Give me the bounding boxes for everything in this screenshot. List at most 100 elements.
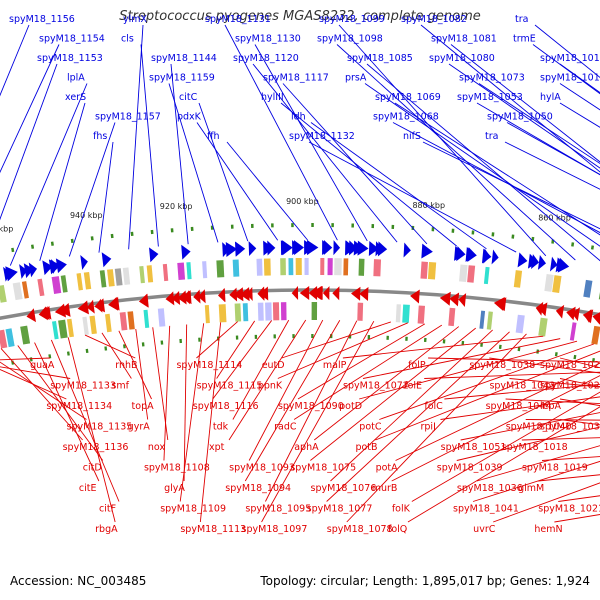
feature-layer [0, 240, 600, 349]
scale-tick [442, 339, 446, 344]
reverse-gene-arrow [239, 287, 250, 302]
forward-gene-arrow [307, 240, 316, 256]
forward-gene-arrow [549, 256, 558, 272]
scale-tick [30, 244, 35, 249]
cog-stripe [552, 275, 562, 293]
reverse-gene-label: glyA [164, 483, 185, 494]
cog-stripe [402, 304, 410, 323]
forward-leader-line [308, 141, 517, 253]
reverse-leader-line [244, 320, 341, 482]
forward-gene-label: prsA [345, 73, 367, 84]
scale-tick [254, 334, 258, 339]
cog-stripe [479, 310, 486, 329]
scale-tick [85, 348, 89, 354]
cog-stripe [483, 266, 490, 285]
scale-tick [141, 342, 145, 347]
reverse-gene-arrow [197, 289, 206, 304]
forward-leader-line [478, 83, 600, 165]
reverse-leader-line [17, 345, 104, 461]
reverse-gene-label: murB [372, 483, 398, 494]
reverse-gene-arrow [322, 286, 330, 301]
cog-stripe [99, 270, 107, 288]
reverse-gene-arrow [571, 307, 580, 322]
reverse-leader-line [0, 366, 71, 379]
forward-gene-arrow [5, 266, 18, 282]
cog-stripe [486, 311, 493, 330]
forward-gene-label: xerS [65, 92, 86, 103]
cog-stripe [107, 269, 115, 287]
reverse-leader-line [359, 340, 578, 400]
forward-gene-label: ylmX [123, 14, 148, 25]
reverse-gene-label: spyM18_1134 [46, 401, 112, 412]
cog-stripe [162, 263, 169, 282]
forward-gene-label: spyM18_1050 [487, 112, 553, 123]
reverse-leader-line [375, 350, 600, 441]
forward-gene-label: hylIII [261, 92, 284, 103]
reverse-gene-arrow [108, 296, 119, 311]
cog-stripe [583, 279, 593, 298]
scale-tick [423, 337, 427, 343]
reverse-gene-label: lepA [540, 401, 562, 412]
scale-tick [491, 232, 495, 237]
cog-stripe [459, 264, 468, 283]
reverse-gene-label: spyM18_1097 [242, 524, 308, 535]
cog-stripe [218, 304, 227, 323]
cog-stripe [122, 267, 131, 285]
forward-leader-line [198, 102, 249, 242]
reverse-gene-arrow [218, 288, 226, 303]
forward-gene-arrow [42, 260, 53, 276]
cog-stripe [334, 258, 342, 276]
reverse-gene-label: potD [339, 401, 362, 412]
reverse-gene-arrow [311, 286, 322, 301]
scale-tick [273, 334, 276, 339]
forward-gene-arrow [80, 254, 88, 270]
forward-gene-arrow [149, 247, 159, 263]
reverse-gene-label: ppnK [258, 381, 283, 392]
reverse-gene-arrow [165, 291, 175, 306]
forward-leader-line [98, 141, 114, 253]
forward-gene-arrow [345, 240, 356, 256]
reverse-leader-line [460, 412, 600, 441]
forward-leader-line [0, 24, 30, 97]
reverse-leader-line [196, 321, 238, 359]
forward-leader-line [280, 102, 457, 247]
reverse-leader-line [0, 357, 51, 361]
forward-leader-line [68, 122, 116, 257]
reverse-gene-arrow [351, 286, 361, 301]
cog-stripe [515, 314, 525, 334]
forward-leader-line [559, 83, 600, 111]
cog-stripe [256, 258, 263, 276]
forward-gene-arrow [333, 240, 341, 256]
reverse-gene-label: potB [355, 442, 377, 453]
cog-stripe [242, 303, 249, 322]
cog-stripe [234, 303, 242, 322]
cog-stripe [58, 319, 68, 339]
reverse-gene-label: potC [359, 422, 382, 433]
cog-stripe [420, 261, 428, 279]
forward-leader-line [392, 122, 600, 234]
forward-gene-arrow [282, 240, 293, 256]
cog-stripe [280, 258, 286, 276]
scale-label: 940 kbp [70, 211, 103, 220]
genome-title: Streptococcus pyogenes MGAS8232, complet… [119, 9, 481, 24]
cog-stripe [89, 315, 97, 335]
reverse-gene-label: spyM18_1078 [327, 524, 393, 535]
scale-label: 920 kbp [160, 202, 193, 211]
reverse-gene-arrow [566, 306, 576, 321]
reverse-gene-label: folQ [388, 524, 407, 535]
reverse-leader-line [326, 331, 510, 502]
scale-tick [386, 335, 389, 340]
cog-stripe [83, 271, 92, 290]
cog-stripe [544, 274, 554, 292]
forward-leader-line [226, 141, 308, 241]
forward-leader-line [310, 122, 487, 250]
cog-stripe [288, 258, 294, 276]
forward-gene-arrow [483, 248, 491, 264]
cog-stripe [343, 258, 349, 276]
reverse-gene-arrow [291, 286, 299, 301]
reverse-leader-line [281, 321, 391, 359]
reverse-gene-arrow [193, 289, 201, 304]
reverse-gene-arrow [54, 303, 67, 318]
forward-leader-line [0, 63, 58, 221]
